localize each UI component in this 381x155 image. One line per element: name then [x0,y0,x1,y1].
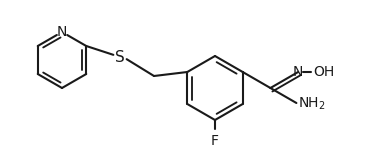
Text: OH: OH [313,65,335,79]
Text: NH$_2$: NH$_2$ [298,96,326,112]
Text: N: N [57,25,67,39]
Text: F: F [211,134,219,148]
Text: N: N [293,65,303,79]
Text: S: S [115,49,125,64]
